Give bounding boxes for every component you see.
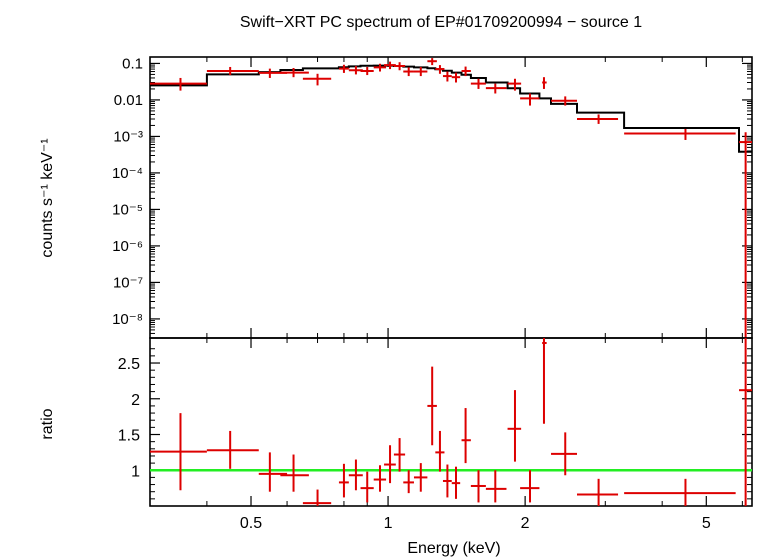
spectrum-data-point [576,114,619,124]
spectrum-data-point [485,83,507,94]
spectrum-data-point [413,66,428,77]
ratio-data-point [360,471,374,503]
ratio-data-point [542,338,547,424]
ratio-data-point [461,408,471,464]
y-tick-label: 10⁻⁸ [112,311,143,328]
ratio-data-point [427,366,437,446]
ratio-y-tick-label: 1 [131,463,140,480]
ratio-data-point [435,430,445,472]
spectrum-data-point [338,64,349,73]
spectrum-data-point [542,77,547,89]
ratio-data-point [373,465,387,492]
spectrum-data-point [150,77,207,91]
x-tick-label: 0.5 [240,515,262,532]
spectrum-data-point [435,65,445,74]
spectrum-data-point [451,72,461,83]
ratio-y-tick-label: 2 [131,392,140,409]
spectrum-data-point [442,71,452,82]
x-tick-label: 5 [702,515,711,532]
ratio-data-point [348,459,363,491]
y-tick-label: 10⁻⁴ [112,165,143,182]
ratio-data-point [258,452,288,492]
ratio-data-point [470,470,486,503]
spectrum-data-point [393,62,406,71]
spectrum-data-point [384,61,396,70]
spectrum-data-point [403,67,414,77]
spectrum-data-point [507,78,522,91]
y-tick-label: 0.1 [122,55,143,72]
spectrum-data-point [302,73,332,86]
ratio-data-point [393,438,406,472]
spectrum-data-point [520,93,540,106]
ratio-data-point [551,432,577,476]
spectrum-panel-frame [149,56,753,339]
y-tick-label: 10⁻⁷ [113,274,143,291]
y-tick-label: 0.01 [114,92,143,109]
spectrum-data-point [373,63,387,72]
spectrum-data-point [348,66,363,75]
spectrum-data-point [360,66,374,76]
ratio-panel-frame [149,337,753,507]
ratio-y-tick-label: 2.5 [118,356,140,373]
x-tick-label: 1 [384,515,393,532]
y-tick-label: 10⁻⁶ [112,238,143,255]
ratio-data-point [280,454,309,492]
ratio-data-point [624,478,736,506]
spectrum-data-point [427,58,437,66]
ratio-data-point [384,445,396,484]
ratio-data-point [739,338,752,506]
y-tick-label: 10⁻³ [113,128,143,145]
ratio-data-point [206,430,259,469]
spectrum-data-point [739,132,752,338]
ratio-data-point [150,413,207,491]
spectrum-data-point [206,66,259,76]
ratio-y-tick-label: 1.5 [118,428,140,445]
ratio-data-point [520,470,540,503]
ratio-data-point [576,478,619,506]
spectrum-data-point [470,78,486,89]
x-axis-label: Energy (keV) [407,540,500,557]
ratio-data-point [403,470,414,494]
spectrum-data-point [551,96,577,106]
ratio-data-point [302,489,332,506]
ratio-data-point [413,463,428,492]
ratio-data-point [442,464,452,498]
chart-title: Swift−XRT PC spectrum of EP#01709200994 … [240,14,642,31]
ratio-data-point [485,470,507,503]
ratio-panel: 1 1.5 2 2.5 0.5 1 2 5 [118,337,753,532]
bottom-panel-ylabel: ratio [39,408,56,439]
spectrum-data-point [461,66,471,77]
spectrum-data-point [280,67,309,78]
model-step-line [150,64,752,153]
ratio-data-point [338,463,349,498]
spectrum-panel: 0.1 0.01 10⁻³ 10⁻⁴ 10⁻⁵ 10⁻⁶ 10⁻⁷ 10⁻⁸ [112,55,753,339]
y-tick-label: 10⁻⁵ [112,201,143,218]
ratio-data-point [507,390,522,462]
x-tick-label: 2 [521,515,530,532]
spectrum-data-point [624,128,736,140]
top-panel-ylabel: counts s⁻¹ keV⁻¹ [39,138,56,257]
ratio-data-point [451,466,461,499]
